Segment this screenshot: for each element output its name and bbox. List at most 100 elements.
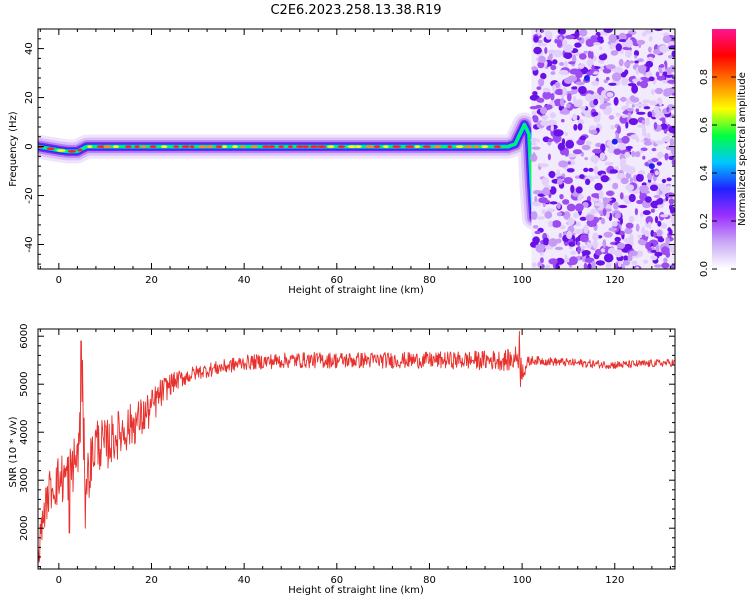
noise-blob — [637, 234, 643, 239]
noise-blob — [591, 64, 595, 74]
noise-blob — [662, 118, 666, 125]
noise-blob — [608, 34, 617, 44]
noise-blob — [627, 253, 633, 262]
noise-blob — [641, 32, 647, 37]
colorbar-tick-label: 0.6 — [699, 117, 710, 133]
noise-blob — [628, 193, 636, 203]
noise-blob — [665, 239, 670, 248]
x-tick-label: 80 — [423, 275, 436, 286]
noise-blob — [572, 96, 577, 105]
noise-blob — [615, 112, 621, 117]
noise-blob — [550, 124, 554, 132]
noise-blob — [598, 190, 604, 200]
noise-blob — [628, 118, 639, 126]
noise-blob — [667, 227, 672, 232]
x-tick-label: 60 — [330, 575, 343, 586]
noise-blob — [639, 80, 649, 89]
noise-blob — [578, 53, 587, 60]
noise-blob — [631, 260, 638, 266]
noise-blob — [578, 86, 587, 95]
noise-blob — [608, 227, 617, 232]
colorbar-label: Normalized spectral amplitude — [737, 72, 748, 226]
noise-blob — [648, 35, 653, 42]
spectral-peak-blob — [382, 145, 389, 149]
noise-blob — [635, 108, 640, 113]
noise-blob — [580, 151, 585, 157]
noise-blob — [659, 214, 669, 218]
noise-blob — [634, 103, 643, 107]
noise-blob — [655, 244, 660, 253]
noise-blob — [541, 209, 546, 215]
noise-blob — [579, 174, 585, 180]
noise-blob — [645, 117, 650, 126]
noise-blob — [606, 76, 610, 81]
colorbar-tick-label: 0.4 — [699, 165, 710, 181]
noise-blob — [556, 39, 563, 48]
x-tick-label: 0 — [56, 575, 62, 586]
spectral-peak-blob — [198, 145, 207, 149]
noise-blob — [561, 119, 565, 123]
noise-blob — [555, 88, 564, 96]
noise-blob — [668, 55, 673, 59]
noise-blob — [614, 212, 621, 219]
noise-blob — [625, 200, 630, 205]
noise-blob — [536, 29, 542, 36]
noise-blob — [655, 71, 660, 78]
noise-blob — [594, 202, 601, 207]
noise-blob — [650, 229, 655, 237]
noise-blob — [573, 229, 584, 234]
noise-blob — [537, 261, 542, 268]
x-tick-label: 60 — [330, 275, 343, 286]
noise-blob — [657, 97, 662, 103]
noise-blob — [584, 157, 589, 161]
spectral-peak-blob — [493, 145, 501, 149]
x-tick-label: 20 — [145, 575, 158, 586]
spectral-noise-region — [529, 29, 675, 269]
noise-blob — [659, 64, 665, 68]
spectral-ridge-band-1 — [38, 115, 543, 227]
noise-blob — [629, 215, 635, 223]
noise-blob — [645, 196, 652, 203]
noise-blob — [592, 240, 599, 249]
noise-blob — [643, 106, 651, 110]
noise-blob — [534, 196, 538, 202]
noise-blob — [600, 143, 606, 153]
noise-blob — [629, 177, 634, 184]
spectral-peak-blob — [181, 145, 190, 149]
noise-blob — [586, 71, 592, 76]
spectral-core — [38, 145, 501, 153]
noise-blob — [648, 46, 652, 53]
noise-blob — [559, 97, 565, 107]
noise-blob — [614, 249, 623, 258]
noise-blob — [540, 72, 547, 80]
noise-blob — [618, 39, 628, 43]
noise-blob — [653, 231, 658, 238]
noise-blob — [627, 83, 637, 87]
noise-blob — [654, 170, 660, 176]
noise-blob — [547, 220, 553, 228]
noise-blob — [616, 125, 622, 134]
spectral-peak-blob — [268, 145, 276, 149]
spectral-peak-blob — [392, 145, 402, 149]
noise-blob — [641, 99, 652, 104]
y-tick-label: -40 — [24, 236, 35, 252]
x-tick-label: 20 — [145, 275, 158, 286]
noise-blob — [634, 60, 639, 64]
noise-blob — [573, 212, 580, 219]
noise-blob — [618, 260, 622, 268]
noise-blob — [587, 263, 592, 269]
noise-blob — [624, 49, 632, 58]
snr-x-label: Height of straight line (km) — [288, 585, 424, 596]
noise-blob — [599, 217, 602, 220]
spectral-peak-blob — [103, 145, 112, 149]
noise-blob — [633, 50, 640, 57]
spectrogram-y-label: Frequency (Hz) — [8, 111, 19, 187]
noise-blob — [654, 87, 664, 95]
noise-blob — [602, 208, 607, 217]
noise-blob — [542, 87, 551, 93]
noise-blob — [572, 149, 583, 155]
noise-blob — [557, 29, 566, 35]
noise-blob — [547, 153, 552, 161]
spectrogram-y-axis: -40 -20 0 20 40 — [24, 28, 675, 265]
noise-blob — [666, 177, 672, 182]
